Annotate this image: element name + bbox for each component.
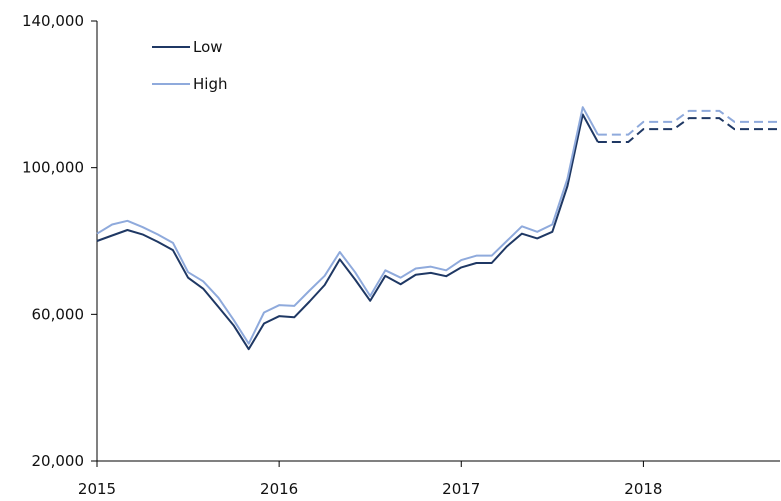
series-high-projection-line	[597, 109, 780, 136]
y-axis-ticks: 20,000 60,000 100,000 140,000	[22, 12, 97, 470]
x-tick-label: 2017	[442, 480, 480, 497]
legend-label-high: High	[193, 75, 227, 93]
x-tick-label: 2018	[624, 480, 662, 497]
series-low-projection-line	[597, 117, 780, 143]
legend: Low High	[152, 38, 227, 93]
y-tick-label: 100,000	[22, 159, 84, 177]
legend-label-low: Low	[193, 38, 223, 56]
y-tick-label: 140,000	[22, 12, 84, 30]
series-high-line	[96, 106, 599, 345]
series-layer	[96, 106, 780, 351]
x-tick-label: 2016	[260, 480, 298, 497]
y-tick-label: 60,000	[32, 305, 85, 323]
x-axis-ticks: 2015 2016 2017 2018	[78, 461, 662, 498]
series-low-line	[96, 113, 599, 351]
x-tick-label: 2015	[78, 480, 116, 497]
y-tick-label: 20,000	[32, 452, 85, 470]
